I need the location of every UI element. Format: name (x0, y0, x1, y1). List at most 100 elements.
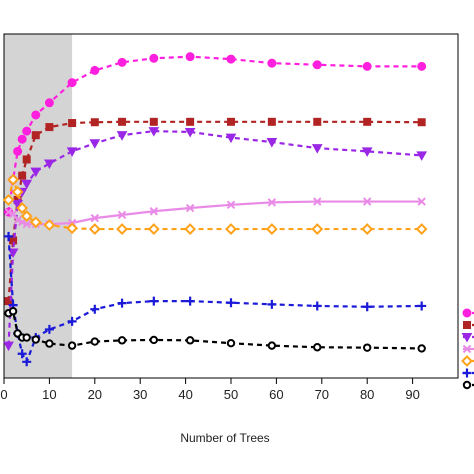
series-5-point (29, 216, 42, 229)
series-7-point (149, 335, 159, 345)
series-4-point (22, 220, 31, 229)
series-3-point (266, 138, 278, 148)
x-tick-label: 10 (42, 387, 56, 402)
series-1-point (31, 110, 41, 120)
series-5-point (11, 185, 24, 198)
series-3-point (225, 133, 237, 144)
series-7 (4, 307, 426, 353)
series-7-point (226, 338, 236, 348)
legend-marker (463, 321, 471, 329)
x-tick-label: 30 (133, 387, 147, 402)
series-3-point (361, 147, 373, 157)
series-layer (2, 52, 428, 367)
legend-item-3 (461, 333, 474, 343)
series-1-point (44, 98, 54, 108)
series-2-point (313, 117, 322, 126)
series-2-point (118, 117, 127, 126)
series-3 (3, 127, 428, 352)
series-2-point (4, 297, 13, 306)
series-7-point (90, 337, 100, 346)
series-5-point (16, 202, 29, 214)
series-1-point (267, 58, 277, 68)
series-4-point (226, 200, 236, 209)
series-5-point (20, 210, 33, 223)
series-3-point (148, 127, 160, 137)
x-axis: 0 10 20 30 40 50 60 70 80 90 (0, 378, 420, 402)
series-1-point (17, 134, 27, 144)
series-6 (4, 231, 427, 367)
series-2-point (267, 117, 276, 126)
series-5-point (225, 223, 237, 235)
legend-marker (462, 344, 472, 354)
series-1-point (362, 61, 372, 71)
series-6-point (226, 298, 236, 308)
series-4-point (362, 197, 372, 206)
series-7-point (185, 336, 195, 345)
series-4-point (149, 207, 159, 216)
series-3-point (44, 159, 55, 170)
series-4-point (185, 203, 195, 213)
series-1-point (22, 126, 32, 136)
legend-item-7 (462, 380, 474, 390)
series-5-point (7, 173, 19, 186)
series-5-point (88, 223, 101, 235)
x-tick-label: 90 (405, 387, 419, 402)
series-6-point (67, 316, 77, 326)
series-2-point (149, 117, 158, 126)
series-4-point (13, 215, 22, 225)
series-6-point (312, 301, 322, 311)
series-7-point (45, 339, 54, 348)
series-6-point (267, 299, 277, 309)
series-7-point (417, 344, 426, 353)
x-tick-label: 40 (178, 387, 192, 402)
series-6-point (44, 324, 54, 334)
series-7-point (31, 335, 40, 344)
legend-marker (462, 368, 472, 378)
legend-marker (461, 333, 473, 343)
series-7-point (363, 343, 372, 352)
series-5-point (311, 223, 324, 235)
series-5-point (147, 223, 160, 235)
legend-item-1 (462, 308, 474, 318)
series-2-point (227, 117, 235, 126)
series-7-point (8, 307, 18, 316)
series-2-point (18, 171, 27, 180)
series-3-point (116, 131, 128, 141)
series-1-point (13, 146, 23, 156)
series-3-point (30, 167, 42, 178)
series-2-point (417, 118, 426, 127)
x-tick-label: 70 (315, 387, 329, 402)
series-2-point (363, 117, 372, 126)
series-2-line (7, 120, 422, 302)
series-1-point (417, 61, 427, 71)
series-1-point (67, 78, 77, 88)
series-4-point (17, 217, 27, 227)
series-4 (4, 197, 426, 229)
series-1-point (90, 65, 100, 75)
legend-item-4 (462, 344, 474, 354)
series-6-point (149, 296, 159, 306)
series-2-point (13, 195, 22, 204)
shaded-region (4, 34, 73, 378)
series-4-point (267, 198, 277, 207)
series-4-point (90, 213, 100, 223)
series-3-point (3, 341, 14, 352)
series-5-point (66, 222, 79, 235)
series-1-line (7, 55, 422, 213)
series-4-point (313, 197, 322, 206)
series-2-point (90, 118, 99, 127)
legend-item-5 (461, 355, 474, 367)
series-3-point (66, 147, 78, 157)
series-3-point (311, 144, 323, 154)
series-5-point (2, 194, 15, 206)
series-4-point (8, 209, 18, 219)
series-6-point (17, 349, 27, 359)
x-tick-label: 60 (269, 387, 283, 402)
series-3-point (416, 151, 428, 161)
series-7-point (67, 341, 77, 350)
series-1-point (117, 57, 127, 67)
series-1-point (149, 53, 159, 63)
series-1-point (226, 54, 236, 64)
x-axis-title: Number of Trees (180, 431, 269, 445)
